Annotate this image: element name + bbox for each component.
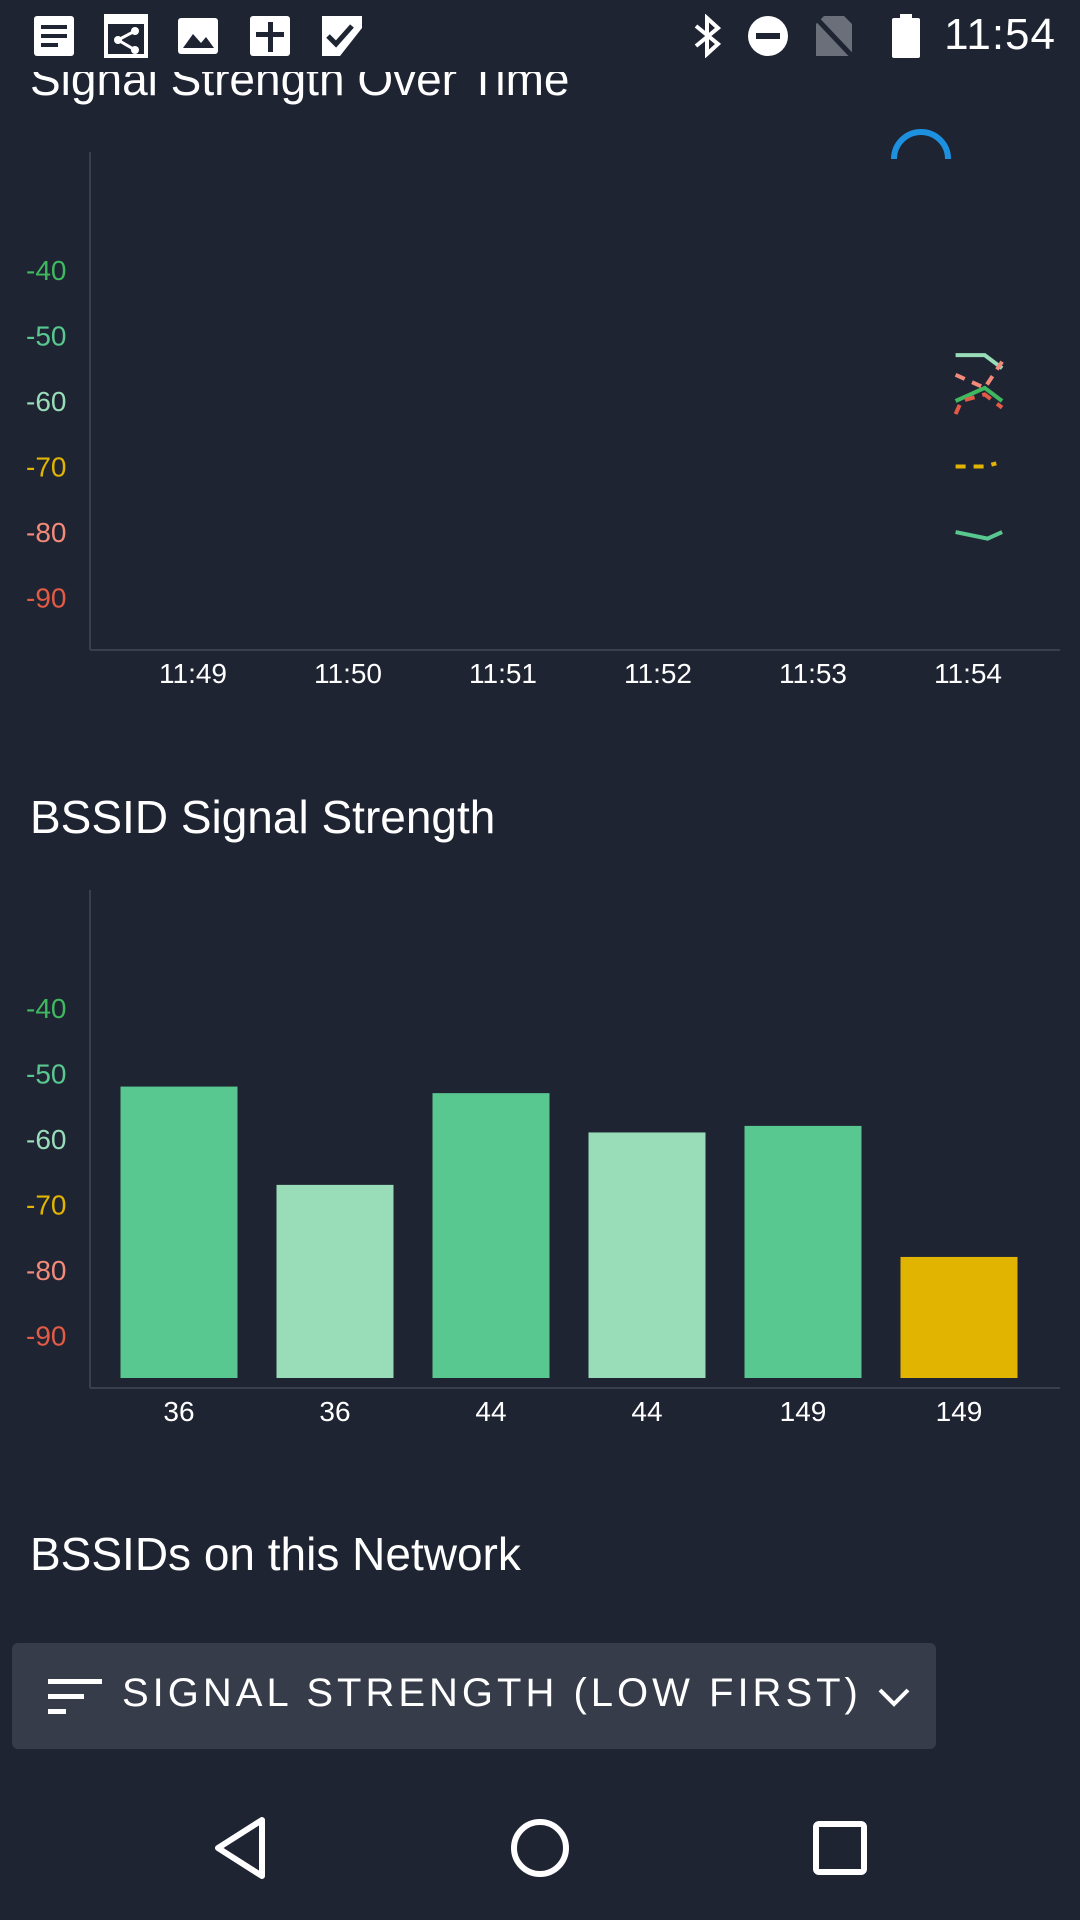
x-tick-label: 36 [163,1396,194,1427]
line-chart-svg: -40 -50 -60 -70 -80 -90 11:49 11:50 11:51 11:52 11… [26,152,1060,689]
series-line [953,392,1004,415]
home-icon[interactable] [498,1806,582,1890]
bar-chart-svg: -40 -50 -60 -70 -80 -90 36 36 44 44 149 149 [26,890,1060,1427]
y-tick-label: -80 [26,1255,66,1286]
navigation-bar [0,1776,1080,1920]
bssids-network-title: BSSIDs on this Network [30,1528,521,1580]
series-line [954,360,1004,391]
series-line [955,461,997,469]
status-bar: 11:54 [0,0,1080,72]
series-line [955,530,1003,541]
loading-spinner-icon [891,129,951,160]
x-tick-label: 11:50 [314,658,382,689]
y-tick-label: -40 [26,993,66,1024]
sort-label: SIGNAL STRENGTH (LOW FIRST) [122,1671,862,1715]
y-tick-label: -70 [26,452,66,483]
y-tick-label: -90 [26,1321,66,1352]
task-check-icon [322,16,362,56]
bssid-signal-chart: -40 -50 -60 -70 -80 -90 36 36 44 44 149 149 [0,888,1080,1448]
y-tick-label: -70 [26,1190,66,1221]
add-box-icon [250,16,290,56]
bar [900,1256,1018,1378]
notes-icon [34,16,74,56]
chevron-down-icon [878,1688,910,1707]
bar [276,1184,394,1378]
y-tick-label: -50 [26,1058,66,1089]
x-tick-label: 44 [631,1396,662,1427]
x-tick-label: 11:49 [159,658,227,689]
series-line [955,353,1004,370]
share-icon [104,14,148,58]
back-icon[interactable] [198,1806,282,1890]
battery-icon [892,14,920,58]
status-time: 11:54 [944,10,1056,59]
no-sim-icon [814,16,854,58]
x-tick-label: 11:52 [624,658,692,689]
y-tick-label: -60 [26,386,66,417]
y-tick-label: -90 [26,583,66,614]
y-tick-label: -50 [26,320,66,351]
bar [120,1086,238,1378]
x-tick-label: 149 [780,1396,827,1427]
x-tick-label: 11:51 [469,658,537,689]
signal-over-time-chart: -40 -50 -60 -70 -80 -90 11:49 11:50 11:51 11:52 11… [0,150,1080,710]
y-tick-label: -40 [26,255,66,286]
x-tick-label: 149 [936,1396,983,1427]
bluetooth-icon [694,14,722,58]
x-tick-label: 11:53 [779,658,847,689]
image-icon [178,18,218,54]
recents-icon[interactable] [798,1806,882,1890]
series-line [954,385,1004,403]
bar [744,1125,862,1378]
sort-dropdown-button[interactable]: SIGNAL STRENGTH (LOW FIRST) [12,1643,936,1749]
y-tick-label: -80 [26,517,66,548]
bar [432,1093,550,1378]
sort-icon [48,1679,102,1714]
x-tick-label: 11:54 [934,658,1002,689]
x-tick-label: 44 [475,1396,506,1427]
bar [588,1132,706,1378]
y-tick-label: -60 [26,1124,66,1155]
bssid-signal-title: BSSID Signal Strength [30,791,496,843]
x-tick-label: 36 [319,1396,350,1427]
do-not-disturb-icon [748,16,788,56]
